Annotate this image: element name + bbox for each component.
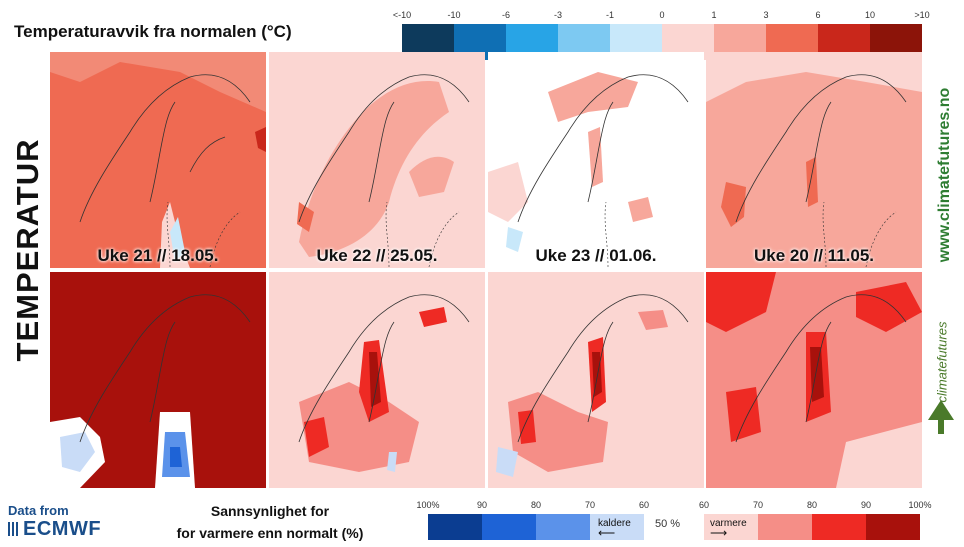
map-anomaly-week23: Uke 23 // 01.06. <box>488 52 704 268</box>
ecmwf-logo-icon <box>8 522 20 536</box>
fifty-percent-label: 50 % <box>655 518 681 530</box>
map-probability-week20 <box>706 272 922 488</box>
legend-tick: 70 <box>584 500 596 510</box>
warmer-label-text: varmere <box>710 518 747 529</box>
legend-tick: 1 <box>711 10 717 20</box>
legend-tick: 0 <box>659 10 665 20</box>
probability-legend-warm: 60 70 80 90 100% <box>699 500 932 540</box>
week-label: Uke 22 // 25.05. <box>316 246 438 265</box>
site-url-text: www.climatefutures.no <box>936 87 953 263</box>
map-probability-week22 <box>269 272 485 488</box>
cold-legend-ticks: 100% 90 80 70 60 <box>416 500 649 512</box>
vertical-title: TEMPERATUR <box>8 110 48 390</box>
brand-logo: climatefutures <box>922 310 962 440</box>
probability-legend-title: Sannsynlighet for for varmere enn normal… <box>150 500 390 544</box>
week-label: Uke 20 // 11.05. <box>753 246 875 265</box>
legend-tick: >10 <box>914 10 930 20</box>
legend-tick: 100% <box>908 500 932 510</box>
legend-tick: 80 <box>530 500 542 510</box>
warm-legend-ticks: 60 70 80 90 100% <box>699 500 932 512</box>
legend-tick: 6 <box>815 10 821 20</box>
map-probability-week21 <box>50 272 266 488</box>
legend-tick: 60 <box>638 500 650 510</box>
ecmwf-logo: ECMWF <box>8 518 101 541</box>
arrow-right-icon: ⟶ <box>710 526 728 540</box>
legend-tick: 100% <box>416 500 440 510</box>
week-label: Uke 21 // 18.05. <box>97 246 219 265</box>
legend-tick: -6 <box>501 10 511 20</box>
warmer-label: varmere ⟶ <box>710 518 747 540</box>
legend-swatch <box>590 514 644 540</box>
map-anomaly-week22: Uke 22 // 25.05. <box>269 52 485 268</box>
figure-title: Temperaturavvik fra normalen (°C) <box>14 22 292 41</box>
legend-swatch <box>812 514 866 540</box>
legend-swatch <box>428 514 482 540</box>
ecmwf-logo-text: ECMWF <box>23 518 102 540</box>
temperature-anomaly-legend: <-10 -10 -6 -3 -1 0 1 3 6 10 >10 <box>393 10 930 60</box>
legend-swatch <box>482 514 536 540</box>
colder-label-text: kaldere <box>598 518 631 529</box>
legend-swatch <box>866 514 920 540</box>
warm-legend-bar <box>704 514 920 540</box>
map-grid: Uke 21 // 18.05. Uke 22 // 25.05. <box>50 52 922 490</box>
legend-swatch <box>704 514 758 540</box>
legend-tick: -3 <box>553 10 563 20</box>
legend-tick: 80 <box>806 500 818 510</box>
map-anomaly-week21: Uke 21 // 18.05. <box>50 52 266 268</box>
probability-legend-cold: 100% 90 80 70 60 <box>416 500 649 540</box>
legend-tick: -10 <box>447 10 461 20</box>
probability-title-line2: for varmere enn normalt (%) <box>176 525 364 541</box>
colder-label: kaldere ⟵ <box>598 518 631 540</box>
legend-tick: <-10 <box>392 10 412 20</box>
legend-tick: -1 <box>605 10 615 20</box>
legend-tick: 90 <box>860 500 872 510</box>
week-label: Uke 23 // 01.06. <box>535 246 657 265</box>
legend-swatch <box>536 514 590 540</box>
map-probability-week23 <box>488 272 704 488</box>
legend-tick: 60 <box>698 500 710 510</box>
probability-title-line1: Sannsynlighet for <box>210 503 330 519</box>
legend-tick: 70 <box>752 500 764 510</box>
legend-tick: 3 <box>763 10 769 20</box>
legend-ticks: <-10 -10 -6 -3 -1 0 1 3 6 10 >10 <box>393 10 930 22</box>
legend-swatch <box>758 514 812 540</box>
map-anomaly-week20: Uke 20 // 11.05. <box>706 52 922 268</box>
legend-tick: 10 <box>864 10 876 20</box>
tree-icon <box>928 400 954 434</box>
site-url: www.climatefutures.no <box>930 60 960 290</box>
data-from-label: Data from <box>8 503 69 518</box>
arrow-left-icon: ⟵ <box>598 526 616 540</box>
legend-tick: 90 <box>476 500 488 510</box>
cold-legend-bar <box>428 514 644 540</box>
vertical-title-text: TEMPERATUR <box>10 138 45 362</box>
brand-logo-text: climatefutures <box>934 321 950 403</box>
